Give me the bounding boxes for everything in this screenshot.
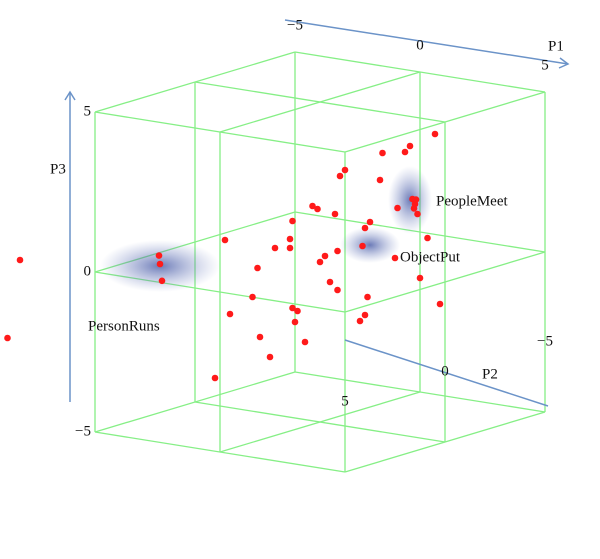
cube <box>94 51 546 473</box>
tick-label: 0 <box>416 37 424 53</box>
point <box>341 166 349 174</box>
point <box>289 217 296 225</box>
point <box>334 286 341 294</box>
point <box>256 333 264 341</box>
point <box>271 244 279 252</box>
point <box>156 260 164 268</box>
point <box>379 149 386 157</box>
point <box>436 300 444 308</box>
x-axis-label: P1 <box>548 38 564 54</box>
point <box>301 338 309 346</box>
point <box>158 277 166 285</box>
point <box>424 234 431 242</box>
point <box>291 318 299 326</box>
grid-line <box>294 211 546 253</box>
points <box>4 130 444 382</box>
point <box>326 278 334 286</box>
point <box>294 307 301 315</box>
point <box>334 247 341 255</box>
point <box>431 130 439 138</box>
tick-label: 5 <box>341 393 349 409</box>
point <box>226 310 234 318</box>
tick-label: 5 <box>84 103 92 119</box>
grid-line <box>344 251 546 313</box>
point <box>4 334 11 342</box>
point <box>406 142 414 150</box>
point <box>286 235 294 243</box>
point <box>249 293 256 301</box>
tick-label: 0 <box>441 363 449 379</box>
arrowhead <box>558 57 570 69</box>
point <box>412 196 420 203</box>
tick-label: −5 <box>537 333 553 349</box>
point <box>376 176 384 184</box>
point <box>254 264 261 272</box>
point <box>366 218 374 226</box>
point <box>16 256 24 264</box>
tick-label: −5 <box>287 17 303 33</box>
point <box>416 274 424 282</box>
y-axis-label: P2 <box>482 366 498 382</box>
point <box>331 210 339 218</box>
point <box>266 353 274 361</box>
point <box>364 293 371 301</box>
point <box>361 224 369 232</box>
point <box>155 252 163 259</box>
density-blob <box>340 227 400 263</box>
grid-line <box>194 81 446 123</box>
tick-label: 5 <box>541 57 549 73</box>
point <box>286 244 294 252</box>
point <box>394 204 401 212</box>
point <box>309 202 316 210</box>
z-axis-label: P3 <box>50 161 66 177</box>
point <box>314 205 321 213</box>
y-axis-arrow <box>344 339 549 407</box>
point <box>211 374 219 382</box>
tick-label: 0 <box>84 263 92 279</box>
x-axis-arrow <box>284 19 569 65</box>
point <box>356 317 364 325</box>
point <box>336 172 344 180</box>
arrowhead <box>64 90 76 101</box>
point <box>414 210 421 218</box>
point <box>289 304 296 312</box>
point <box>401 148 409 156</box>
point <box>316 258 324 266</box>
tick-label: −5 <box>75 423 91 439</box>
point <box>359 242 366 250</box>
annotation: PeopleMeet <box>436 193 508 209</box>
point <box>221 236 229 244</box>
annotation: PersonRuns <box>88 318 160 334</box>
point <box>410 205 418 212</box>
point <box>361 311 369 319</box>
annotation: ObjectPut <box>400 249 461 265</box>
grid-line <box>194 401 446 443</box>
point <box>391 254 399 262</box>
point <box>321 252 329 260</box>
